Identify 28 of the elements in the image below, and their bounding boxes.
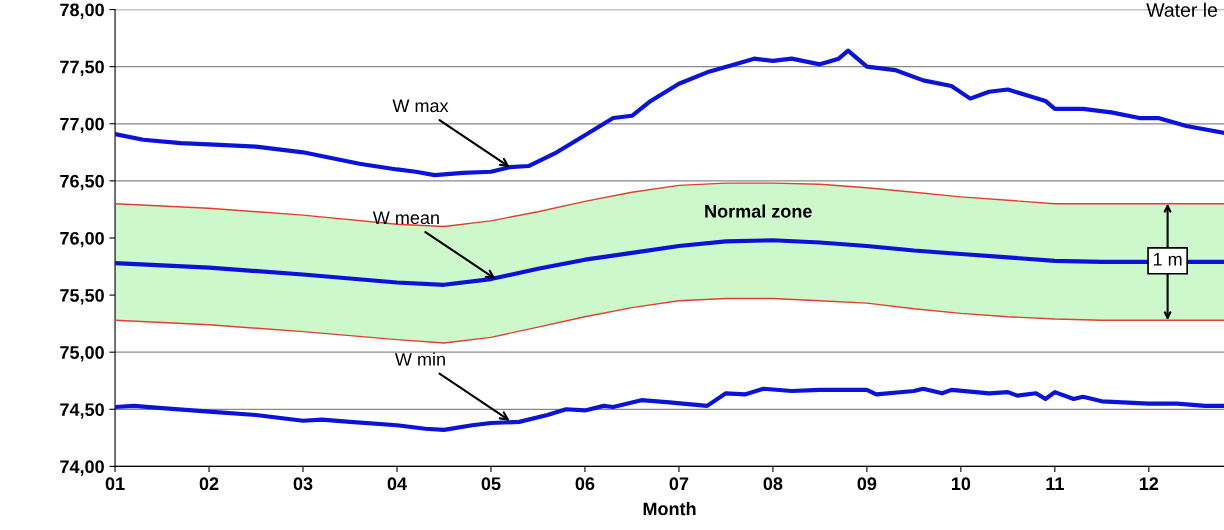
- annotation: W max: [392, 99, 449, 113]
- annotation: W min: [394, 352, 445, 366]
- y-tick-label: 75,00: [60, 346, 104, 362]
- annotation: 1 m: [1153, 253, 1182, 266]
- x-tick-label: 07: [669, 477, 689, 491]
- y-tick-label: 78,00: [60, 3, 104, 19]
- y-tick-label: 76,50: [60, 174, 104, 191]
- x-tick-label: 11: [1046, 477, 1064, 490]
- y-tick-label: 74,00: [60, 460, 104, 476]
- chart-title: Water le: [1146, 2, 1218, 17]
- y-tick-label: 77,00: [60, 117, 104, 134]
- y-tick-label: 75,50: [60, 289, 104, 305]
- x-tick-label: 04: [387, 477, 407, 491]
- annotation: Normal zone: [705, 204, 812, 218]
- x-tick-label: 08: [763, 477, 783, 491]
- x-tick-label: 10: [951, 477, 971, 491]
- y-tick-label: 77,50: [60, 60, 104, 76]
- x-axis-title: Month: [643, 501, 696, 516]
- y-tick-label: 76,00: [60, 231, 104, 248]
- x-tick-label: 05: [481, 477, 501, 491]
- annotation: W mean: [372, 211, 439, 225]
- x-tick-label: 12: [1139, 477, 1159, 490]
- x-tick-label: 01: [105, 477, 125, 491]
- x-tick-label: 02: [199, 477, 219, 491]
- x-tick-label: 09: [857, 477, 877, 491]
- y-tick-label: 74,50: [60, 403, 104, 419]
- x-tick-label: 03: [293, 477, 313, 491]
- x-tick-label: 06: [575, 477, 595, 491]
